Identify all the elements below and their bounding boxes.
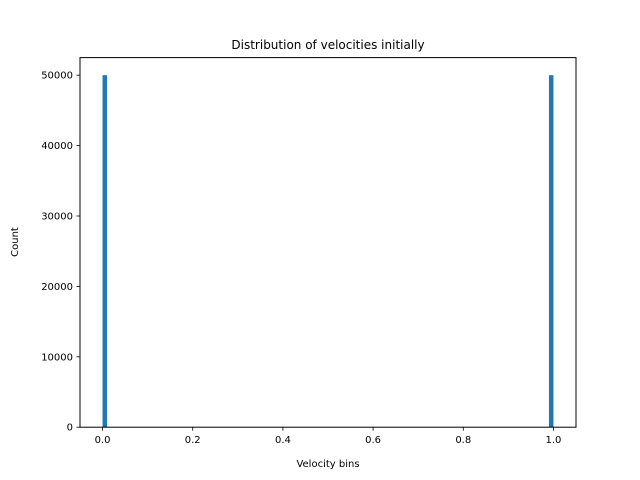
y-tick-label: 10000 xyxy=(41,352,73,363)
x-axis-label: Velocity bins xyxy=(296,459,359,470)
x-tick-label: 1.0 xyxy=(546,435,562,446)
x-tick-label: 0.2 xyxy=(185,435,201,446)
y-ticks: 0 10000 20000 30000 40000 50000 xyxy=(41,71,80,434)
x-tick-label: 0.4 xyxy=(275,435,291,446)
y-tick-label: 30000 xyxy=(41,212,73,223)
plot-frame xyxy=(79,57,577,428)
x-tick-label: 0.0 xyxy=(95,435,111,446)
y-tick-label: 40000 xyxy=(41,141,73,152)
x-tick-label: 0.8 xyxy=(455,435,471,446)
x-tick-label: 0.6 xyxy=(365,435,381,446)
y-axis-label: Count xyxy=(10,227,21,257)
histogram-bar-1 xyxy=(548,75,554,428)
histogram-bar-0 xyxy=(102,75,108,428)
chart-title: Distribution of velocities initially xyxy=(231,38,424,52)
y-tick-label: 0 xyxy=(67,423,73,434)
x-ticks: 0.0 0.2 0.4 0.6 0.8 1.0 xyxy=(95,427,562,446)
y-tick-label: 20000 xyxy=(41,282,73,293)
bars-group xyxy=(102,75,554,428)
y-tick-label: 50000 xyxy=(41,71,73,82)
